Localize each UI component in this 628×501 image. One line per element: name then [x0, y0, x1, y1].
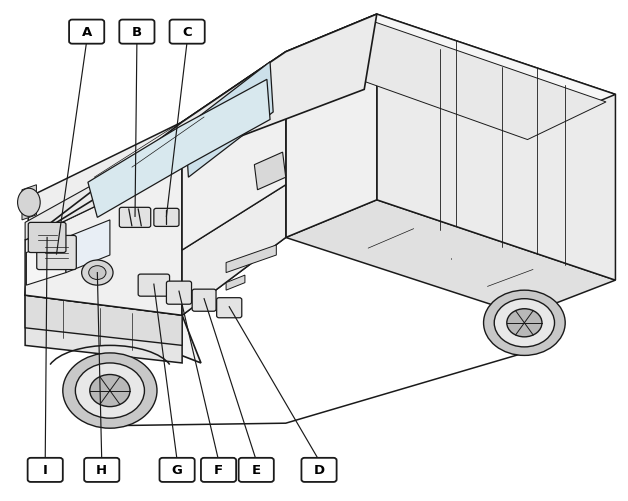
Polygon shape [254, 153, 286, 190]
Polygon shape [25, 240, 201, 363]
Polygon shape [295, 23, 606, 140]
FancyBboxPatch shape [301, 458, 337, 482]
FancyBboxPatch shape [69, 21, 104, 45]
FancyBboxPatch shape [119, 208, 151, 228]
Polygon shape [88, 80, 270, 218]
Polygon shape [286, 200, 615, 316]
Polygon shape [25, 165, 182, 240]
FancyBboxPatch shape [36, 236, 77, 270]
Polygon shape [286, 15, 615, 133]
FancyBboxPatch shape [28, 458, 63, 482]
Circle shape [90, 375, 130, 407]
FancyBboxPatch shape [28, 223, 66, 253]
Polygon shape [226, 245, 276, 273]
Circle shape [484, 291, 565, 356]
Circle shape [75, 363, 144, 418]
Text: H: H [96, 463, 107, 476]
Ellipse shape [18, 189, 40, 217]
Text: A: A [82, 26, 92, 39]
Polygon shape [286, 15, 377, 238]
Circle shape [82, 261, 113, 286]
FancyBboxPatch shape [154, 209, 179, 227]
Text: E: E [252, 463, 261, 476]
Polygon shape [226, 276, 245, 291]
Text: B: B [132, 26, 142, 39]
Polygon shape [25, 165, 182, 316]
Polygon shape [182, 185, 286, 316]
Circle shape [63, 353, 157, 428]
FancyBboxPatch shape [217, 298, 242, 318]
FancyBboxPatch shape [166, 282, 192, 305]
FancyBboxPatch shape [239, 458, 274, 482]
Text: G: G [171, 463, 183, 476]
FancyBboxPatch shape [192, 290, 216, 312]
Text: I: I [43, 463, 48, 476]
FancyBboxPatch shape [84, 458, 119, 482]
Polygon shape [185, 63, 273, 178]
FancyBboxPatch shape [119, 21, 154, 45]
Text: C: C [182, 26, 192, 39]
Polygon shape [22, 185, 36, 220]
FancyBboxPatch shape [170, 21, 205, 45]
Polygon shape [28, 15, 377, 240]
Polygon shape [25, 296, 182, 363]
FancyBboxPatch shape [138, 275, 170, 297]
Polygon shape [25, 296, 182, 346]
Text: D: D [313, 463, 325, 476]
Polygon shape [66, 220, 110, 273]
Polygon shape [26, 238, 66, 286]
Polygon shape [182, 53, 286, 316]
Polygon shape [377, 15, 615, 281]
FancyBboxPatch shape [160, 458, 195, 482]
Circle shape [494, 299, 555, 347]
FancyBboxPatch shape [201, 458, 236, 482]
Polygon shape [182, 53, 286, 250]
Circle shape [89, 266, 106, 280]
Circle shape [507, 309, 542, 337]
Polygon shape [28, 123, 182, 240]
Polygon shape [25, 165, 182, 316]
Text: F: F [214, 463, 223, 476]
